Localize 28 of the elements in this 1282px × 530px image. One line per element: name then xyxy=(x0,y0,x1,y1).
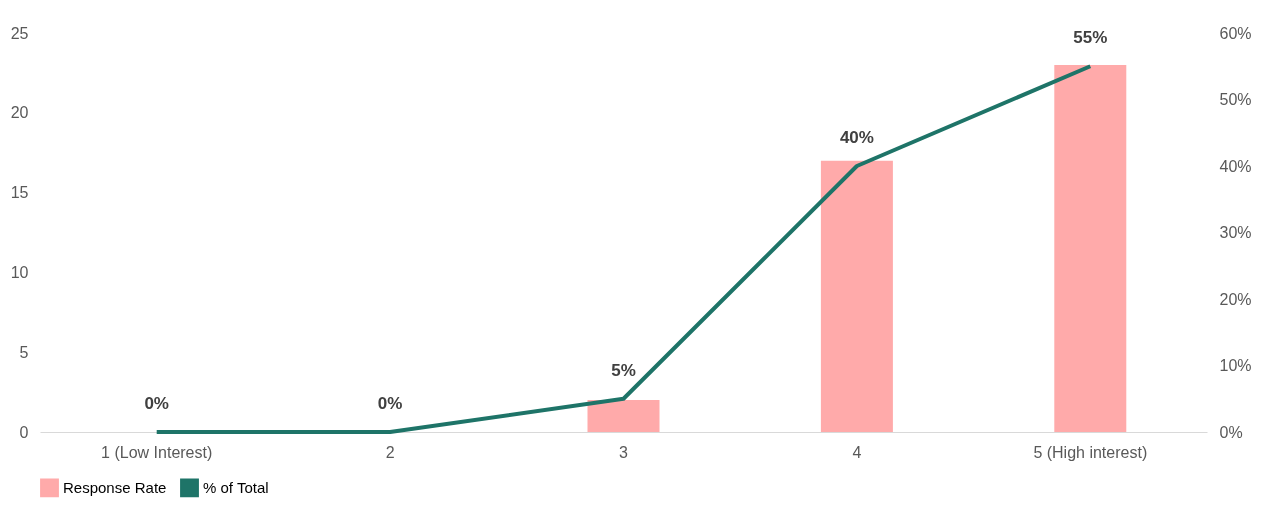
data-label: 0% xyxy=(377,394,403,413)
y-tick-label: 0 xyxy=(19,423,29,441)
data-label: 55% xyxy=(1073,28,1108,48)
data-label: 0% xyxy=(144,394,169,413)
bar xyxy=(587,400,660,432)
legend-label: % of Total xyxy=(203,478,269,496)
y2-tick-label: 10% xyxy=(1219,357,1252,374)
y2-tick-label: 30% xyxy=(1219,224,1252,241)
y2-tick-label: 20% xyxy=(1219,290,1252,308)
y-tick-label: 10 xyxy=(10,263,29,281)
y2-tick-label: 40% xyxy=(1219,157,1252,175)
bar xyxy=(820,160,893,432)
x-tick-label: 5 (High interest) xyxy=(1033,443,1148,461)
data-label: 5% xyxy=(611,360,636,380)
y-tick-label: 15 xyxy=(10,184,29,202)
legend-label: Response Rate xyxy=(63,478,167,496)
x-tick-label: 1 (Low Interest) xyxy=(101,443,213,461)
y-tick-label: 20 xyxy=(10,104,29,122)
y2-tick-label: 60% xyxy=(1219,24,1252,42)
data-label: 40% xyxy=(839,128,874,147)
x-tick-label: 4 xyxy=(852,443,862,461)
y-tick-label: 25 xyxy=(10,24,29,42)
bar xyxy=(1054,64,1127,432)
x-tick-label: 3 xyxy=(619,443,629,461)
y-tick-label: 5 xyxy=(19,343,29,361)
y2-tick-label: 0% xyxy=(1219,423,1243,441)
x-tick-label: 2 xyxy=(385,443,395,461)
y2-tick-label: 50% xyxy=(1219,91,1252,108)
